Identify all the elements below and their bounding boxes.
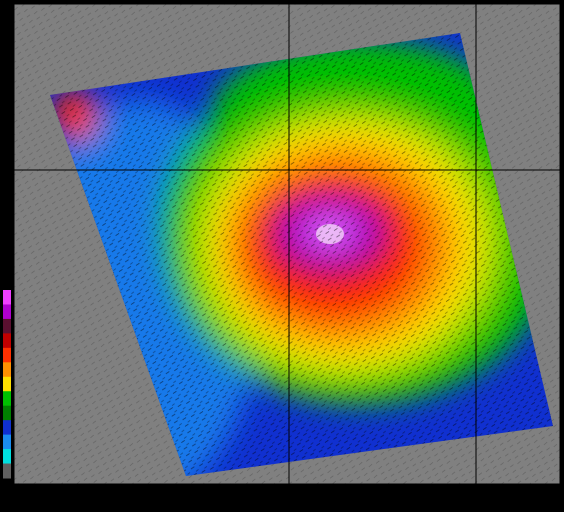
colorbar-swatch bbox=[3, 304, 11, 320]
colorbar-swatch bbox=[3, 405, 11, 421]
colorbar-swatch bbox=[3, 391, 11, 407]
frame bbox=[13, 3, 561, 485]
colorbar-swatch bbox=[3, 347, 11, 363]
colorbar-swatch bbox=[3, 376, 11, 392]
colorbar-swatch bbox=[3, 449, 11, 465]
colorbar-swatch bbox=[3, 333, 11, 349]
colorbar-swatch bbox=[3, 420, 11, 436]
colorbar-swatch bbox=[3, 290, 11, 305]
colorbar-swatch bbox=[3, 318, 11, 334]
colorbar-swatch bbox=[3, 434, 11, 450]
colorbar-swatch bbox=[3, 362, 11, 378]
grid bbox=[14, 4, 560, 484]
colorbar-swatch bbox=[3, 463, 11, 479]
colorbar bbox=[3, 290, 11, 479]
